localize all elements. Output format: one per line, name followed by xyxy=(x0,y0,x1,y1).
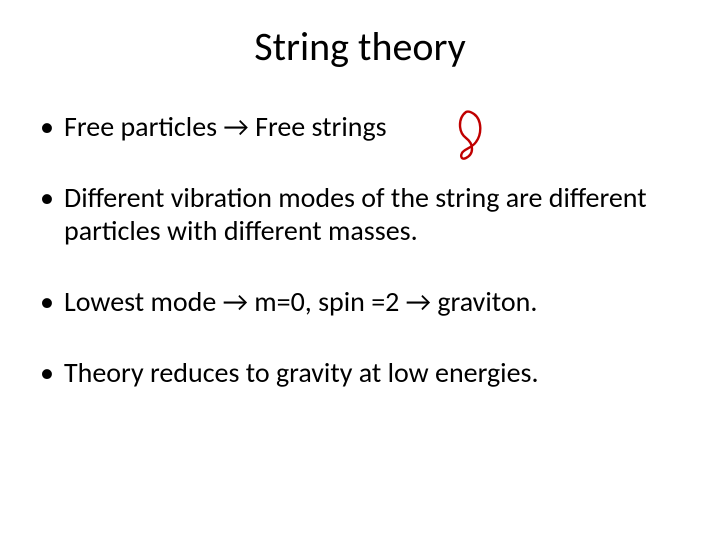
slide-title: String theory xyxy=(0,22,720,71)
string-path xyxy=(460,112,480,159)
string-icon xyxy=(452,108,492,162)
bullet-item: Different vibration modes of the string … xyxy=(38,181,682,247)
slide: String theory Free particles → Free stri… xyxy=(0,0,720,540)
bullet-item: Lowest mode → m=0, spin =2 → graviton. xyxy=(38,285,682,318)
slide-body: Free particles → Free strings Different … xyxy=(38,110,682,427)
bullet-list: Free particles → Free strings Different … xyxy=(38,110,682,389)
bullet-item: Free particles → Free strings xyxy=(38,110,682,143)
bullet-item: Theory reduces to gravity at low energie… xyxy=(38,356,682,389)
